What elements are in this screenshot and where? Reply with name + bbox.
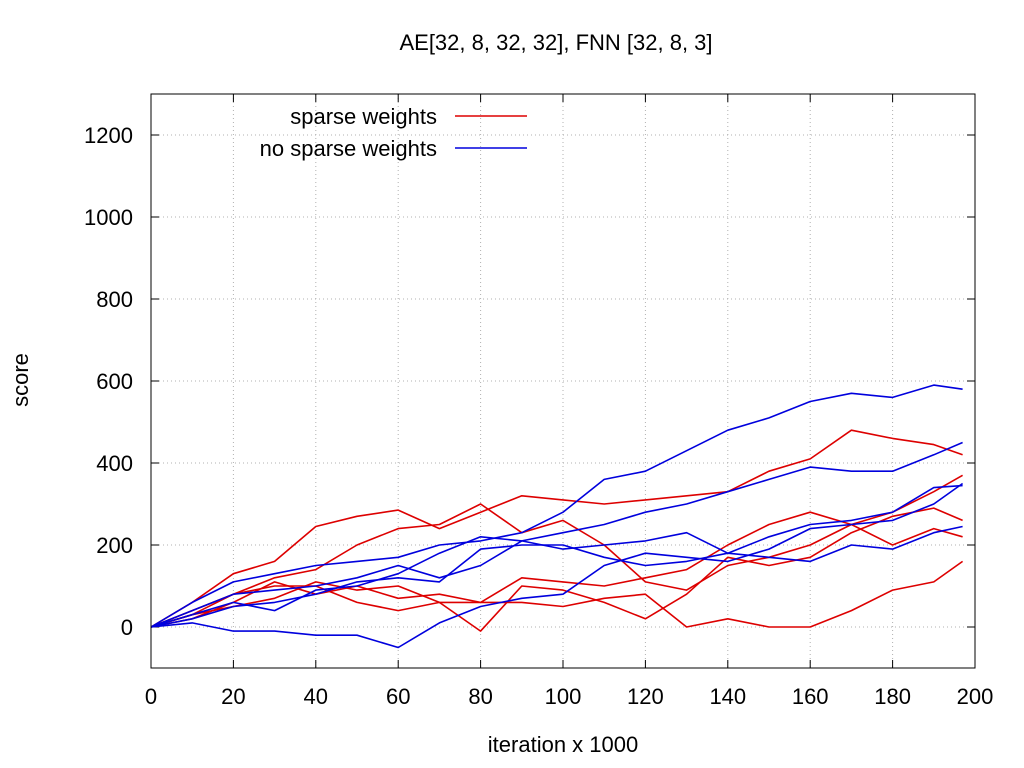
x-ticks: 0 20 40 60 80 100 120 140 160 180 200 <box>145 94 993 709</box>
y-ticks: 0 200 400 600 800 1000 1200 <box>84 123 975 640</box>
series-line-10 <box>150 525 963 628</box>
x-tick-label: 120 <box>627 684 664 709</box>
legend: sparse weights no sparse weights <box>260 104 527 161</box>
series-line-1 <box>150 429 963 628</box>
series-line-6 <box>150 384 963 628</box>
series-lines <box>150 384 964 649</box>
legend-label: sparse weights <box>290 104 437 129</box>
x-tick-label: 0 <box>145 684 157 709</box>
chart-title: AE[32, 8, 32, 32], FNN [32, 8, 3] <box>399 30 712 55</box>
series-line-5 <box>150 560 964 628</box>
series-line-9 <box>150 484 963 628</box>
series-line-2 <box>150 474 963 628</box>
y-tick-label: 1000 <box>84 205 133 230</box>
series-line-8 <box>150 482 964 649</box>
y-axis-label: score <box>8 353 33 407</box>
y-tick-label: 800 <box>96 287 133 312</box>
y-tick-label: 1200 <box>84 123 133 148</box>
x-tick-label: 180 <box>874 684 911 709</box>
x-tick-label: 100 <box>545 684 582 709</box>
x-axis-label: iteration x 1000 <box>488 732 638 757</box>
series-line-4 <box>150 507 963 632</box>
x-tick-label: 140 <box>709 684 746 709</box>
legend-label: no sparse weights <box>260 136 437 161</box>
y-tick-label: 400 <box>96 451 133 476</box>
plot-frame <box>150 93 976 669</box>
x-tick-label: 60 <box>386 684 410 709</box>
x-tick-label: 20 <box>221 684 245 709</box>
x-tick-label: 40 <box>304 684 328 709</box>
y-tick-label: 200 <box>96 533 133 558</box>
x-tick-label: 160 <box>792 684 829 709</box>
y-tick-label: 0 <box>121 615 133 640</box>
y-tick-label: 600 <box>96 369 133 394</box>
x-tick-label: 200 <box>957 684 994 709</box>
x-tick-label: 80 <box>468 684 492 709</box>
series-line-7 <box>150 441 963 628</box>
